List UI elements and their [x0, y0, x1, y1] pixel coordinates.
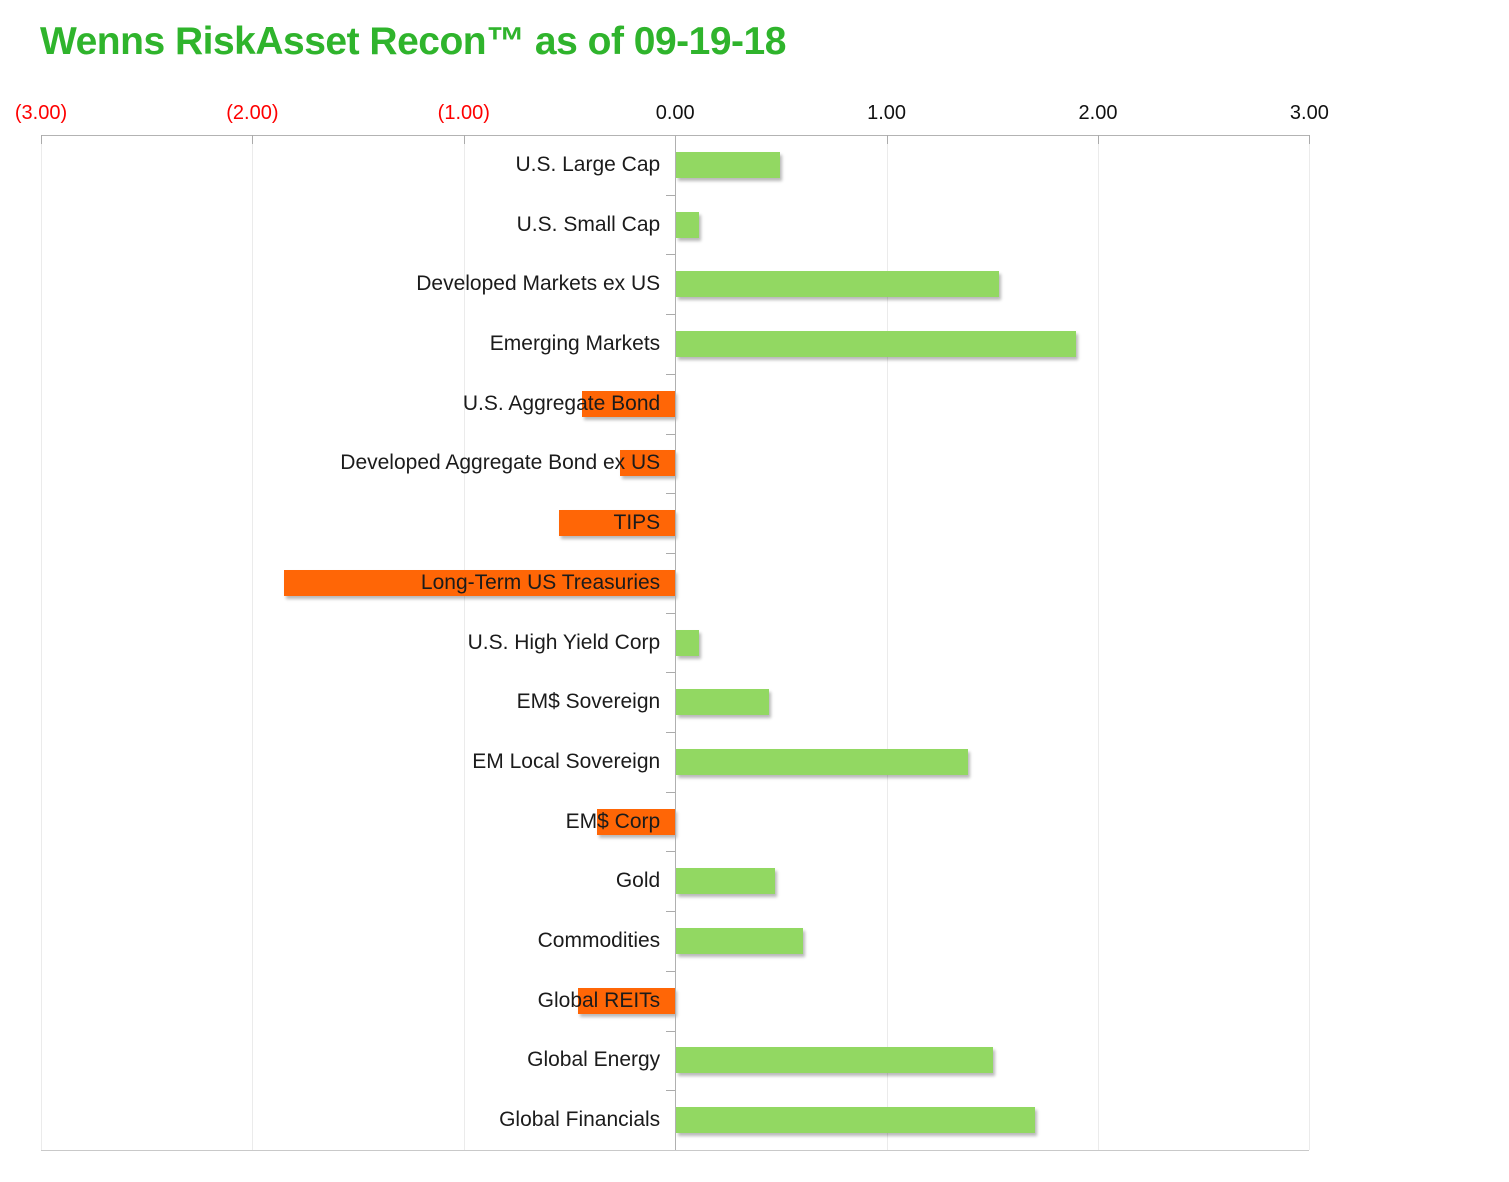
- x-axis-tick: [41, 135, 42, 144]
- category-tick: [666, 434, 676, 435]
- category-tick: [666, 911, 676, 912]
- bar-u-s-small-cap: [676, 212, 700, 238]
- category-tick: [666, 374, 676, 375]
- bar-global-reits: [577, 988, 675, 1014]
- category-label: Global REITs: [537, 989, 661, 1012]
- bar-em-corp: [596, 809, 675, 835]
- category-label: Developed Markets ex US: [416, 272, 661, 295]
- category-label: Commodities: [537, 929, 661, 952]
- category-label: U.S. High Yield Corp: [467, 631, 661, 654]
- category-label: Gold: [615, 869, 661, 892]
- category-tick: [666, 672, 676, 673]
- category-label: EM Local Sovereign: [472, 750, 661, 773]
- category-tick: [666, 254, 676, 255]
- category-label: TIPS: [613, 511, 661, 534]
- gridline: [41, 135, 42, 1150]
- category-tick: [666, 792, 676, 793]
- x-axis-line-bottom: [41, 1150, 1310, 1151]
- bar-global-financials: [676, 1107, 1036, 1133]
- x-axis-tick-label: (2.00): [226, 102, 279, 124]
- category-tick: [666, 613, 676, 614]
- category-tick: [666, 1090, 676, 1091]
- x-axis-tick: [886, 135, 888, 144]
- bar-em-sovereign: [676, 689, 770, 715]
- x-axis-tick-label: 1.00: [867, 102, 907, 124]
- category-label: Developed Aggregate Bond ex US: [340, 451, 661, 474]
- bar-em-local-sovereign: [676, 749, 969, 775]
- category-label: EM$ Sovereign: [516, 690, 661, 713]
- bar-u-s-high-yield-corp: [676, 630, 700, 656]
- category-label: EM$ Corp: [565, 810, 661, 833]
- chart-title: Wenns RiskAsset Recon™ as of 09-19-18: [40, 20, 786, 63]
- category-label: U.S. Large Cap: [515, 153, 661, 176]
- x-axis-tick-label: (1.00): [437, 102, 490, 124]
- x-axis-tick: [1098, 135, 1099, 144]
- x-axis-tick-label: 3.00: [1289, 102, 1329, 124]
- category-tick: [666, 493, 676, 494]
- bar-global-energy: [676, 1047, 994, 1073]
- bar-gold: [676, 868, 776, 894]
- category-tick: [666, 195, 676, 196]
- category-tick: [666, 314, 676, 315]
- bar-commodities: [676, 928, 804, 954]
- gridline: [463, 135, 465, 1150]
- gridline: [1309, 135, 1311, 1150]
- bar-u-s-aggregate-bond: [582, 391, 676, 417]
- category-tick: [666, 851, 676, 852]
- x-axis-tick: [252, 135, 254, 144]
- category-tick: [666, 1031, 676, 1032]
- category-label: U.S. Aggregate Bond: [462, 392, 661, 415]
- category-label: Global Energy: [527, 1048, 661, 1071]
- bar-developed-aggregate-bond-ex-us: [620, 450, 676, 476]
- x-axis-tick: [1309, 135, 1311, 144]
- zero-axis-line: [675, 135, 677, 1150]
- category-label: Emerging Markets: [489, 332, 661, 355]
- x-axis-tick-label: 0.00: [655, 102, 695, 124]
- x-axis-tick-label: (3.00): [14, 102, 68, 124]
- category-label: Long-Term US Treasuries: [420, 571, 661, 594]
- gridline: [252, 135, 254, 1150]
- bar-tips: [558, 510, 675, 536]
- bar-long-term-us-treasuries: [284, 570, 676, 596]
- bar-emerging-markets: [676, 331, 1077, 357]
- gridline: [886, 135, 888, 1150]
- category-tick: [666, 553, 676, 554]
- x-axis-tick-label: 2.00: [1078, 102, 1118, 124]
- category-label: U.S. Small Cap: [516, 213, 661, 236]
- category-label: Global Financials: [499, 1108, 661, 1131]
- bar-developed-markets-ex-us: [676, 271, 1000, 297]
- bar-u-s-large-cap: [676, 152, 781, 178]
- gridline: [1098, 135, 1099, 1150]
- x-axis-tick: [463, 135, 465, 144]
- category-tick: [666, 971, 676, 972]
- category-tick: [666, 732, 676, 733]
